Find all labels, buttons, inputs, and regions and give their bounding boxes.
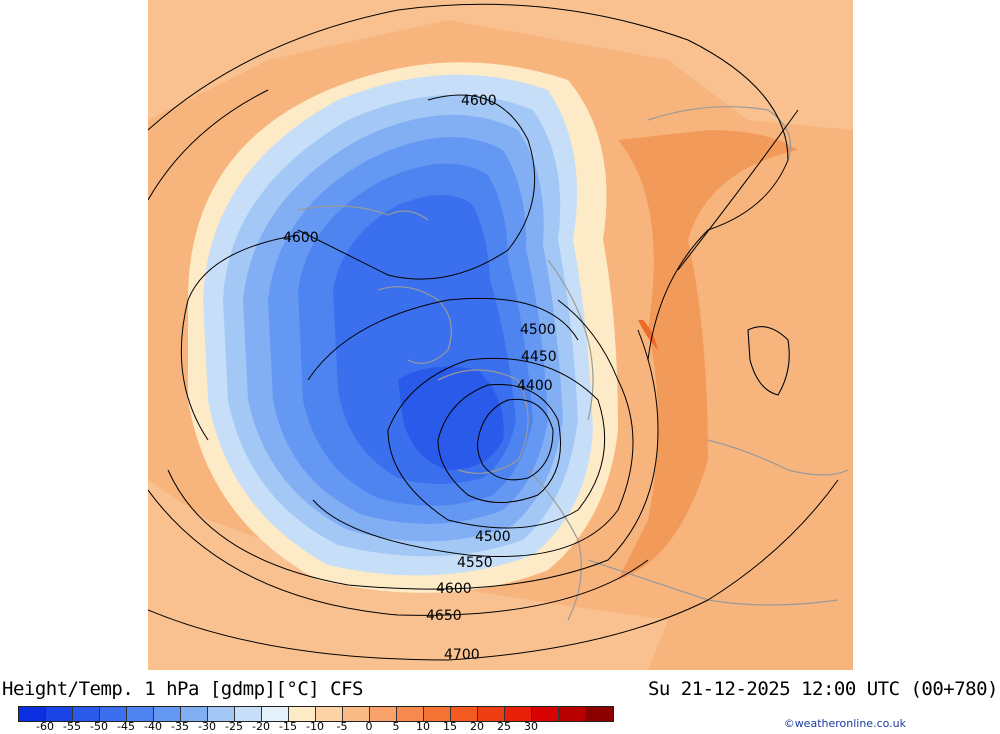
- contour-label: 4550: [457, 555, 493, 571]
- legend-swatch: [154, 707, 181, 721]
- weather-map: 4600 4600 4500 4450 4400 4500 4550 4600 …: [148, 0, 853, 670]
- legend-tick-label: 30: [524, 720, 538, 733]
- legend-ticks: -60 -55 -50 -45 -40 -35 -30 -25 -20 -15 -10 -5 0 5 10 1…: [0, 720, 600, 734]
- legend-swatch: [397, 707, 424, 721]
- legend-swatch: [343, 707, 370, 721]
- warm-band-east: [618, 130, 798, 580]
- legend-tick-label: -55: [63, 720, 81, 733]
- legend-tick-label: 25: [497, 720, 511, 733]
- legend-tick-label: -35: [171, 720, 189, 733]
- legend-tick-label: -20: [252, 720, 270, 733]
- legend-tick-label: -60: [36, 720, 54, 733]
- legend-swatch: [127, 707, 154, 721]
- legend-swatch: [46, 707, 73, 721]
- legend-tick-label: -10: [306, 720, 324, 733]
- legend-swatch: [370, 707, 397, 721]
- legend-swatch: [208, 707, 235, 721]
- contour-label: 4450: [521, 349, 557, 365]
- legend-tick-label: 15: [443, 720, 457, 733]
- legend-swatch: [100, 707, 127, 721]
- legend-swatch: [424, 707, 451, 721]
- legend-swatch: [262, 707, 289, 721]
- legend-tick-label: 20: [470, 720, 484, 733]
- legend-swatch: [478, 707, 505, 721]
- legend-tick-label: -30: [198, 720, 216, 733]
- color-legend: [18, 706, 614, 722]
- legend-swatch: [586, 707, 613, 721]
- legend-swatch: [316, 707, 343, 721]
- legend-tick-label: -5: [336, 720, 348, 733]
- warm-zone-north: [148, 0, 853, 130]
- legend-swatch: [451, 707, 478, 721]
- legend-swatch: [505, 707, 532, 721]
- map-datetime: Su 21-12-2025 12:00 UTC (00+780): [647, 678, 999, 700]
- contour-labels: 4600 4600 4500 4450 4400 4500 4550 4600 …: [283, 93, 557, 663]
- legend-tick-label: 0: [365, 720, 373, 733]
- contour-label: 4600: [436, 581, 472, 597]
- map-title: Height/Temp. 1 hPa [gdmp][°C] CFS: [2, 678, 364, 700]
- credit-link[interactable]: ©weatheronline.co.uk: [783, 717, 906, 730]
- legend-swatch: [73, 707, 100, 721]
- contour-label: 4600: [283, 230, 319, 246]
- legend-tick-label: -50: [90, 720, 108, 733]
- legend-swatch: [559, 707, 586, 721]
- legend-swatch: [532, 707, 559, 721]
- contour-label: 4500: [520, 322, 556, 338]
- legend-tick-label: -25: [225, 720, 243, 733]
- legend-tick-label: 5: [392, 720, 400, 733]
- contour-label: 4500: [475, 529, 511, 545]
- legend-tick-label: -40: [144, 720, 162, 733]
- legend-swatch: [289, 707, 316, 721]
- warm-zone-south: [148, 480, 668, 670]
- map-footer: [0, 670, 1000, 733]
- warm-spot: [638, 320, 658, 350]
- legend-tick-label: -45: [117, 720, 135, 733]
- contour-label: 4600: [461, 93, 497, 109]
- legend-tick-label: -15: [279, 720, 297, 733]
- height-contours: [148, 3, 839, 661]
- legend-swatch: [235, 707, 262, 721]
- contour-label: 4400: [517, 378, 553, 394]
- legend-swatch: [19, 707, 46, 721]
- contour-label: 4700: [444, 647, 480, 663]
- legend-tick-label: 10: [416, 720, 430, 733]
- contour-label: 4650: [426, 608, 462, 624]
- map-svg: 4600 4600 4500 4450 4400 4500 4550 4600 …: [148, 0, 853, 670]
- legend-swatch: [181, 707, 208, 721]
